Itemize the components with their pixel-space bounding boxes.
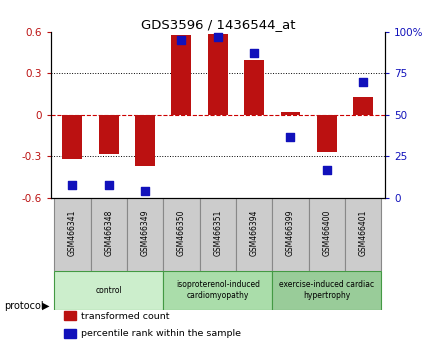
Text: isoproterenol-induced
cardiomyopathy: isoproterenol-induced cardiomyopathy — [176, 280, 260, 300]
Bar — [91, 198, 127, 271]
Point — [178, 37, 185, 43]
Bar — [317, 115, 337, 152]
Point — [359, 79, 367, 85]
Bar — [281, 112, 301, 115]
Text: control: control — [95, 286, 122, 295]
Bar — [54, 198, 91, 271]
Title: GDS3596 / 1436544_at: GDS3596 / 1436544_at — [140, 18, 295, 31]
Bar — [172, 35, 191, 115]
Point — [142, 189, 149, 194]
Text: GSM466351: GSM466351 — [213, 210, 222, 256]
Text: protocol: protocol — [4, 301, 44, 311]
Bar — [64, 329, 76, 338]
Bar — [208, 34, 228, 115]
Text: exercise-induced cardiac
hypertrophy: exercise-induced cardiac hypertrophy — [279, 280, 374, 300]
Point — [105, 182, 112, 188]
Text: GSM466400: GSM466400 — [323, 210, 331, 256]
Text: transformed count: transformed count — [81, 312, 169, 321]
Bar — [244, 59, 264, 115]
Point — [323, 167, 330, 173]
Point — [287, 134, 294, 139]
Bar — [200, 198, 236, 271]
Bar — [64, 311, 76, 320]
Bar — [272, 198, 309, 271]
Bar — [135, 115, 155, 166]
Text: GSM466348: GSM466348 — [104, 210, 113, 256]
Text: ▶: ▶ — [42, 301, 49, 311]
Point — [214, 34, 221, 40]
Point — [251, 51, 258, 56]
Text: GSM466401: GSM466401 — [359, 210, 368, 256]
Text: GSM466394: GSM466394 — [249, 210, 259, 256]
Text: GSM466399: GSM466399 — [286, 210, 295, 256]
Text: GSM466349: GSM466349 — [141, 210, 150, 256]
Point — [69, 182, 76, 188]
Bar — [236, 198, 272, 271]
Bar — [309, 198, 345, 271]
Text: GSM466341: GSM466341 — [68, 210, 77, 256]
Text: GSM466350: GSM466350 — [177, 210, 186, 256]
Bar — [163, 271, 272, 310]
Bar — [163, 198, 200, 271]
Bar — [127, 198, 163, 271]
Bar — [345, 198, 381, 271]
Bar — [62, 115, 82, 159]
Text: percentile rank within the sample: percentile rank within the sample — [81, 330, 241, 338]
Bar — [54, 271, 163, 310]
Bar — [99, 115, 119, 154]
Bar — [353, 97, 373, 115]
Bar — [272, 271, 381, 310]
